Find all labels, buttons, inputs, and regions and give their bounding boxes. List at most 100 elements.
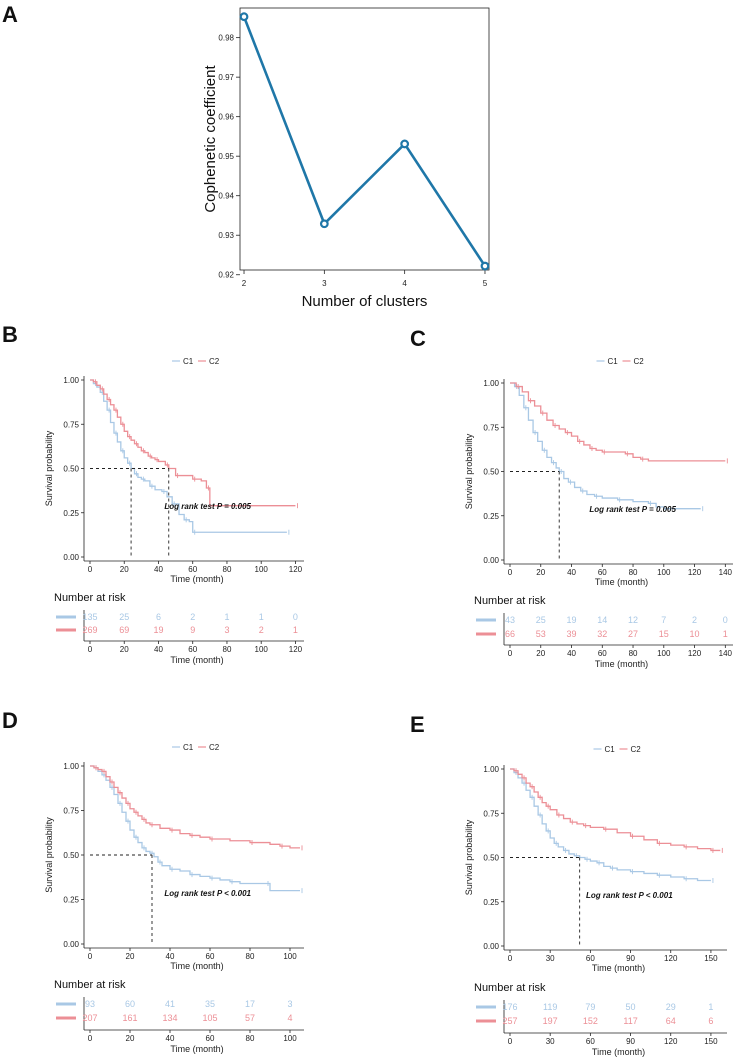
risk-x-tick-label: 0 bbox=[508, 649, 513, 658]
risk-x-tick-label: 40 bbox=[154, 645, 163, 654]
risk-count-c2: 197 bbox=[543, 1016, 558, 1026]
risk-count-c2: 269 bbox=[82, 625, 97, 635]
risk-count-c2: 15 bbox=[659, 629, 669, 639]
km-curve-c1 bbox=[510, 382, 701, 510]
x-tick-label: 0 bbox=[88, 565, 93, 574]
legend-label-c1: C1 bbox=[608, 357, 619, 366]
risk-count-c1: 0 bbox=[293, 612, 298, 622]
km-curve-c2 bbox=[90, 379, 296, 507]
risk-count-c2: 152 bbox=[583, 1016, 598, 1026]
risk-x-axis-title: Time (month) bbox=[592, 1047, 645, 1057]
y-axis-title: Cophenetic coefficient bbox=[202, 65, 219, 213]
x-tick-label: 150 bbox=[704, 954, 718, 963]
risk-table-title: Number at risk bbox=[54, 592, 126, 604]
risk-count-c2: 57 bbox=[245, 1013, 255, 1023]
risk-x-axis-title: Time (month) bbox=[595, 659, 648, 669]
log-rank-annotation: Log rank test P < 0.001 bbox=[164, 889, 251, 898]
y-tick-label: 0.92 bbox=[218, 271, 234, 280]
km-curve-c2 bbox=[510, 768, 721, 852]
risk-count-c1: 3 bbox=[287, 999, 292, 1009]
risk-count-c2: 117 bbox=[623, 1016, 637, 1026]
x-tick-label: 4 bbox=[402, 279, 407, 288]
log-rank-annotation: Log rank test P = 0.005 bbox=[589, 505, 676, 514]
risk-x-tick-label: 120 bbox=[664, 1037, 678, 1046]
risk-x-tick-label: 60 bbox=[206, 1034, 215, 1043]
risk-count-c2: 1 bbox=[723, 629, 728, 639]
y-tick-label: 0.25 bbox=[63, 896, 79, 905]
x-tick-label: 0 bbox=[508, 954, 513, 963]
x-tick-label: 40 bbox=[166, 952, 175, 961]
risk-count-c2: 105 bbox=[202, 1013, 217, 1023]
risk-table-title: Number at risk bbox=[54, 979, 126, 991]
y-tick-label: 0.96 bbox=[218, 113, 234, 122]
x-tick-label: 20 bbox=[120, 565, 129, 574]
risk-x-tick-label: 40 bbox=[166, 1034, 175, 1043]
risk-count-c1: 35 bbox=[205, 999, 215, 1009]
panel-letter: C bbox=[410, 326, 426, 351]
risk-count-c1: 12 bbox=[628, 615, 638, 625]
x-axis-title: Time (month) bbox=[592, 963, 645, 973]
y-axis-title: Survival probability bbox=[464, 433, 474, 509]
legend-label-c2: C2 bbox=[634, 357, 645, 366]
km-curve-c1 bbox=[510, 768, 711, 882]
series-line bbox=[242, 16, 487, 267]
risk-count-c1: 1 bbox=[259, 612, 264, 622]
risk-count-c1: 1 bbox=[224, 612, 229, 622]
panel-letter: E bbox=[410, 712, 425, 737]
risk-count-c1: 2 bbox=[190, 612, 195, 622]
y-tick-label: 0.75 bbox=[483, 809, 499, 818]
y-tick-label: 0.75 bbox=[63, 807, 79, 816]
x-tick-label: 60 bbox=[206, 952, 215, 961]
y-tick-label: 0.93 bbox=[218, 231, 234, 240]
y-tick-label: 0.00 bbox=[483, 942, 499, 951]
panel-a: A 0.92 0.93 0.94 0.95 0.96 0.97 0.98 2 3 4 5 Number … bbox=[2, 2, 490, 310]
y-tick-label: 0.50 bbox=[63, 851, 79, 860]
x-tick-label: 0 bbox=[508, 568, 513, 577]
y-tick-label: 0.50 bbox=[483, 468, 499, 477]
data-point bbox=[480, 261, 490, 271]
x-tick-label: 60 bbox=[586, 954, 595, 963]
risk-count-c2: 19 bbox=[153, 625, 163, 635]
risk-count-c1: 43 bbox=[505, 615, 515, 625]
x-tick-label: 100 bbox=[283, 952, 297, 961]
legend-label-c2: C2 bbox=[209, 743, 220, 752]
risk-x-tick-label: 20 bbox=[120, 645, 129, 654]
y-axis-title: Survival probability bbox=[464, 819, 474, 895]
x-axis-title: Number of clusters bbox=[302, 293, 428, 310]
risk-x-axis-title: Time (month) bbox=[170, 655, 223, 665]
risk-count-c1: 50 bbox=[626, 1002, 636, 1012]
risk-count-c1: 135 bbox=[82, 612, 97, 622]
y-tick-label: 0.00 bbox=[63, 553, 79, 562]
risk-count-c1: 93 bbox=[85, 999, 95, 1009]
panel-letter: B bbox=[2, 322, 18, 347]
risk-x-tick-label: 60 bbox=[188, 645, 197, 654]
risk-count-c1: 25 bbox=[119, 612, 129, 622]
x-tick-label: 60 bbox=[598, 568, 607, 577]
plot-frame bbox=[239, 7, 490, 271]
x-axis-title: Time (month) bbox=[595, 577, 648, 587]
risk-count-c1: 119 bbox=[543, 1002, 557, 1012]
x-tick-label: 80 bbox=[246, 952, 255, 961]
x-tick-label: 40 bbox=[154, 565, 163, 574]
risk-x-tick-label: 80 bbox=[629, 649, 638, 658]
risk-count-c2: 64 bbox=[666, 1016, 676, 1026]
risk-count-c2: 9 bbox=[190, 625, 195, 635]
risk-x-tick-label: 80 bbox=[223, 645, 232, 654]
risk-x-tick-label: 100 bbox=[283, 1034, 297, 1043]
risk-x-tick-label: 20 bbox=[536, 649, 545, 658]
risk-count-c2: 161 bbox=[122, 1013, 137, 1023]
risk-x-tick-label: 60 bbox=[598, 649, 607, 658]
panel-c: CC1 C20.000.250.500.751.000 20 40 60 80 100 120… bbox=[410, 326, 733, 669]
risk-count-c1: 7 bbox=[661, 615, 666, 625]
data-point bbox=[319, 219, 329, 229]
risk-count-c1: 176 bbox=[502, 1002, 517, 1012]
x-tick-label: 0 bbox=[88, 952, 93, 961]
risk-table-title: Number at risk bbox=[474, 982, 546, 994]
risk-x-tick-label: 60 bbox=[586, 1037, 595, 1046]
risk-count-c1: 19 bbox=[567, 615, 577, 625]
y-tick-label: 0.97 bbox=[218, 73, 234, 82]
risk-x-tick-label: 0 bbox=[508, 1037, 513, 1046]
risk-x-tick-label: 140 bbox=[719, 649, 733, 658]
legend-label-c1: C1 bbox=[605, 745, 616, 754]
